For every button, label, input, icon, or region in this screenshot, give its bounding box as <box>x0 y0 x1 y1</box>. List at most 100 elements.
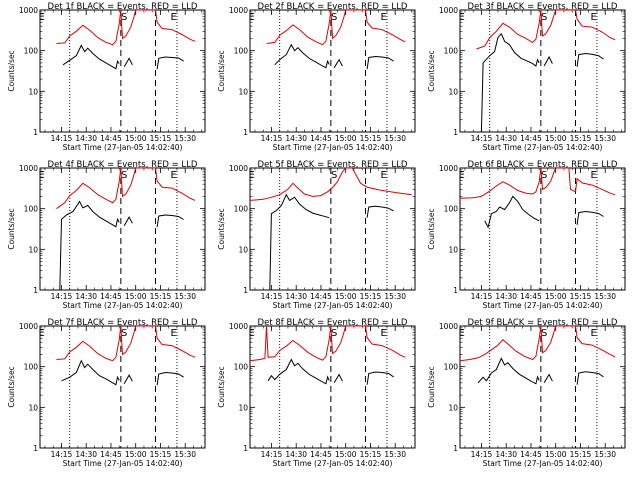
panel-7-ytick-label: 10 <box>28 403 38 412</box>
panel-8-ytick-label: 1 <box>243 444 248 453</box>
panel-4-marker-s: S <box>121 170 127 181</box>
panel-8-xtick-label: 15:15 <box>360 450 382 459</box>
panel-7-ytick-label: 1 <box>33 444 38 453</box>
panel-9-xtick-label: 15:00 <box>545 450 567 459</box>
panel-4-ytick-label: 10 <box>28 245 38 254</box>
panel-1-ytick-label: 1000 <box>19 6 38 15</box>
panel-6-ytick-label: 100 <box>444 205 459 214</box>
panel-5-group: Det 5f BLACK = Events, RED = LLD 1 10 100 10… <box>217 160 416 310</box>
panel-8-events-segment <box>333 373 343 384</box>
panel-4-group: Det 4f BLACK = Events, RED = LLD 1 10 100 10… <box>7 160 206 310</box>
panel-5-frame <box>249 167 416 291</box>
panel-9-ylabel: Counts/sec <box>427 366 436 407</box>
panel-5-title: Det 5f BLACK = Events, RED = LLD <box>258 160 408 170</box>
panel-5-xlabel: Start Time (27-Jan-05 14:02:40) <box>273 301 393 310</box>
panel-7-xtick-label: 14:15 <box>51 450 73 459</box>
panel-1-ytick-label: 10 <box>28 87 38 96</box>
panel-6-marker-s: S <box>541 170 547 181</box>
panel-6-ytick-label: 1 <box>453 286 458 295</box>
panel-7-xtick-label: 15:15 <box>150 450 172 459</box>
panel-7-xlabel: Start Time (27-Jan-05 14:02:40) <box>63 459 183 468</box>
panel-5-marker-e: E <box>248 170 254 181</box>
panel-6-xlabel: Start Time (27-Jan-05 14:02:40) <box>483 301 603 310</box>
panel-7-marker-s: S <box>121 328 127 339</box>
panel-3-xtick-label: 14:45 <box>520 134 542 143</box>
panel-8-title: Det 8f BLACK = Events, RED = LLD <box>258 318 408 328</box>
panel-7-group: Det 7f BLACK = Events, RED = LLD 1 10 100 10… <box>7 318 206 468</box>
panel-7-events-segment <box>61 359 120 386</box>
panel-6-frame <box>459 167 626 291</box>
panel-9-group: Det 9f BLACK = Events, RED = LLD 1 10 100 10… <box>427 318 626 468</box>
panel-1-xtick-label: 15:00 <box>125 134 147 143</box>
panel-8-lld-line <box>250 326 406 362</box>
panel-4-xtick-label: 14:45 <box>100 292 122 301</box>
panel-4-xtick-label: 15:00 <box>125 292 147 301</box>
panel-4-xtick-label: 15:30 <box>174 292 196 301</box>
panel-8-group: Det 8f BLACK = Events, RED = LLD 1 10 100 10… <box>217 318 416 468</box>
panel-7-events-segment <box>123 374 133 385</box>
panel-9-xtick-label: 15:30 <box>594 450 616 459</box>
panel-5-xtick-label: 14:45 <box>310 292 332 301</box>
panel-9-xtick-label: 15:15 <box>570 450 592 459</box>
panel-2-frame <box>249 9 416 133</box>
panel-2-xtick-label: 14:45 <box>310 134 332 143</box>
panel-6-xtick-label: 15:30 <box>594 292 616 301</box>
panel-8-xlabel: Start Time (27-Jan-05 14:02:40) <box>273 459 393 468</box>
panel-2-marker-e: E <box>248 12 254 23</box>
panel-3-events-segment <box>480 32 540 132</box>
panel-5-marker-e: E <box>380 170 386 181</box>
panel-3-ytick-label: 100 <box>444 47 459 56</box>
panel-9-ytick-label: 1 <box>453 444 458 453</box>
panel-8-ytick-label: 1000 <box>229 322 248 331</box>
panel-4-ytick-label: 1 <box>33 286 38 295</box>
panel-9-frame <box>459 325 626 449</box>
panel-3-xtick-label: 15:15 <box>570 134 592 143</box>
panel-8-xtick-label: 15:30 <box>384 450 406 459</box>
panel-7-marker-e: E <box>170 328 176 339</box>
panel-4-xtick-label: 14:30 <box>75 292 97 301</box>
panel-7-lld-line <box>56 326 196 362</box>
panel-5-xtick-label: 14:15 <box>261 292 283 301</box>
panel-8-marker-s: S <box>331 328 337 339</box>
panel-7-xtick-label: 15:00 <box>125 450 147 459</box>
panel-6-events-segment <box>484 195 540 229</box>
panel-5-ylabel: Counts/sec <box>217 208 226 249</box>
panel-8-marker-e: E <box>248 328 254 339</box>
panel-5-ytick-label: 10 <box>238 245 248 254</box>
panel-1-ytick-label: 100 <box>24 47 39 56</box>
panel-2-events-segment <box>366 55 394 70</box>
panel-8-xtick-label: 14:15 <box>261 450 283 459</box>
panel-3-marker-e: E <box>590 12 596 23</box>
panel-6-marker-e: E <box>458 170 464 181</box>
panel-3-events-segment <box>576 52 604 67</box>
panel-1-marker-s: S <box>121 12 127 23</box>
panel-2-xlabel: Start Time (27-Jan-05 14:02:40) <box>273 143 393 152</box>
panel-4-xlabel: Start Time (27-Jan-05 14:02:40) <box>63 301 183 310</box>
panel-4-events-segment <box>123 216 133 227</box>
panel-6-marker-e: E <box>590 170 596 181</box>
panel-5-xtick-label: 15:30 <box>384 292 406 301</box>
panel-9-xlabel: Start Time (27-Jan-05 14:02:40) <box>483 459 603 468</box>
panel-3-ytick-label: 10 <box>448 87 458 96</box>
panel-2-group: Det 2f BLACK = Events, RED = LLD 1 10 100 10… <box>217 2 416 152</box>
panel-8-events-segment <box>267 358 330 385</box>
panel-8-ylabel: Counts/sec <box>217 366 226 407</box>
panel-2-ytick-label: 1 <box>243 128 248 137</box>
panel-5-events-segment <box>366 205 394 218</box>
panel-6-lld-line <box>460 168 616 199</box>
panel-5-xtick-label: 15:15 <box>360 292 382 301</box>
panel-7-ytick-label: 100 <box>24 363 39 372</box>
panel-4-ylabel: Counts/sec <box>7 208 16 249</box>
panel-2-marker-e: E <box>380 12 386 23</box>
panel-1-group: Det 1f BLACK = Events, RED = LLD 1 10 100 10… <box>7 2 206 152</box>
panel-2-xtick-label: 15:00 <box>335 134 357 143</box>
panel-9-ytick-label: 10 <box>448 403 458 412</box>
panel-3-events-segment <box>543 55 553 67</box>
panel-3-frame <box>459 9 626 133</box>
panel-7-xtick-label: 14:30 <box>75 450 97 459</box>
panel-2-ytick-label: 100 <box>234 47 249 56</box>
panel-4-title: Det 4f BLACK = Events, RED = LLD <box>48 160 198 170</box>
panel-1-xtick-label: 14:30 <box>75 134 97 143</box>
panel-6-xtick-label: 14:45 <box>520 292 542 301</box>
panel-7-xtick-label: 15:30 <box>174 450 196 459</box>
